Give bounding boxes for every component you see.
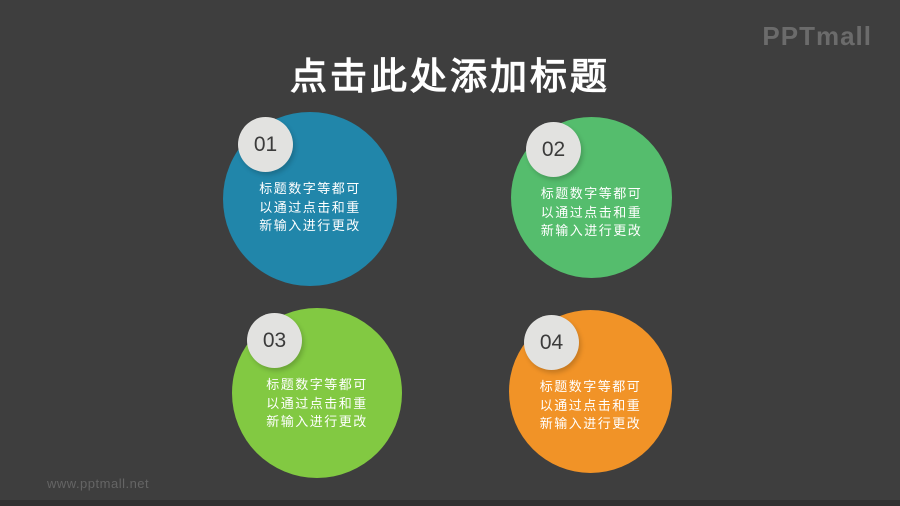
item-number-badge-02[interactable]: 02 [526, 122, 581, 177]
text-line: 标题数字等都可 [259, 181, 361, 196]
text-line: 以通过点击和重 [539, 397, 642, 413]
item-text-01[interactable]: 标题数字等都可 以通过点击和重 新输入进行更改 [223, 180, 397, 236]
slide-title[interactable]: 点击此处添加标题 [290, 56, 610, 97]
item-text-04[interactable]: 标题数字等都可 以通过点击和重 新输入进行更改 [509, 378, 672, 434]
pptmall-logo: PPTmall [762, 21, 872, 51]
item-circle-01[interactable]: 01 标题数字等都可 以通过点击和重 新输入进行更改 [223, 112, 397, 286]
item-number-badge-04[interactable]: 04 [524, 315, 579, 370]
text-line: 以通过点击和重 [259, 199, 361, 215]
item-text-03[interactable]: 标题数字等都可 以通过点击和重 新输入进行更改 [232, 376, 402, 432]
item-circle-04[interactable]: 04 标题数字等都可 以通过点击和重 新输入进行更改 [509, 310, 672, 473]
text-line: 标题数字等都可 [539, 379, 642, 394]
text-line: 新输入进行更改 [539, 416, 642, 431]
item-number-badge-03[interactable]: 03 [247, 313, 302, 368]
text-line: 新输入进行更改 [540, 223, 643, 238]
footer-bar [0, 500, 900, 506]
item-number-badge-01[interactable]: 01 [238, 117, 293, 172]
text-line: 以通过点击和重 [266, 395, 368, 411]
text-line: 标题数字等都可 [266, 377, 368, 392]
text-line: 新输入进行更改 [259, 218, 361, 233]
item-text-02[interactable]: 标题数字等都可 以通过点击和重 新输入进行更改 [511, 185, 672, 241]
text-line: 标题数字等都可 [540, 186, 643, 201]
text-line: 新输入进行更改 [266, 414, 368, 429]
text-line: 以通过点击和重 [540, 204, 643, 220]
watermark: www.pptmall.net [47, 476, 150, 491]
item-circle-02[interactable]: 02 标题数字等都可 以通过点击和重 新输入进行更改 [511, 117, 672, 278]
item-circle-03[interactable]: 03 标题数字等都可 以通过点击和重 新输入进行更改 [232, 308, 402, 478]
